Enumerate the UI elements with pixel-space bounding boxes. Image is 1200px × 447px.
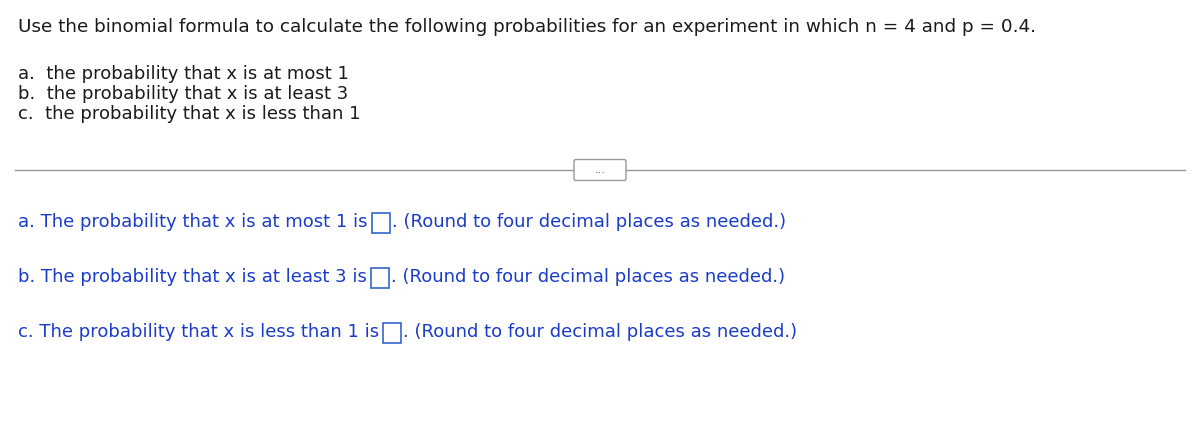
FancyBboxPatch shape [574,160,626,181]
Text: b.  the probability that x is at least 3: b. the probability that x is at least 3 [18,85,348,103]
Text: . (Round to four decimal places as needed.): . (Round to four decimal places as neede… [403,323,797,341]
FancyBboxPatch shape [372,213,390,233]
FancyBboxPatch shape [371,268,389,288]
Text: ...: ... [594,165,606,175]
FancyBboxPatch shape [383,323,401,343]
Text: a.  the probability that x is at most 1: a. the probability that x is at most 1 [18,65,349,83]
Text: . (Round to four decimal places as needed.): . (Round to four decimal places as neede… [391,213,786,231]
Text: b. The probability that x is at least 3 is: b. The probability that x is at least 3 … [18,268,367,286]
Text: . (Round to four decimal places as needed.): . (Round to four decimal places as neede… [391,268,785,286]
Text: c. The probability that x is less than 1 is: c. The probability that x is less than 1… [18,323,379,341]
Text: a. The probability that x is at most 1 is: a. The probability that x is at most 1 i… [18,213,367,231]
Text: Use the binomial formula to calculate the following probabilities for an experim: Use the binomial formula to calculate th… [18,18,1036,36]
Text: c.  the probability that x is less than 1: c. the probability that x is less than 1 [18,105,360,123]
